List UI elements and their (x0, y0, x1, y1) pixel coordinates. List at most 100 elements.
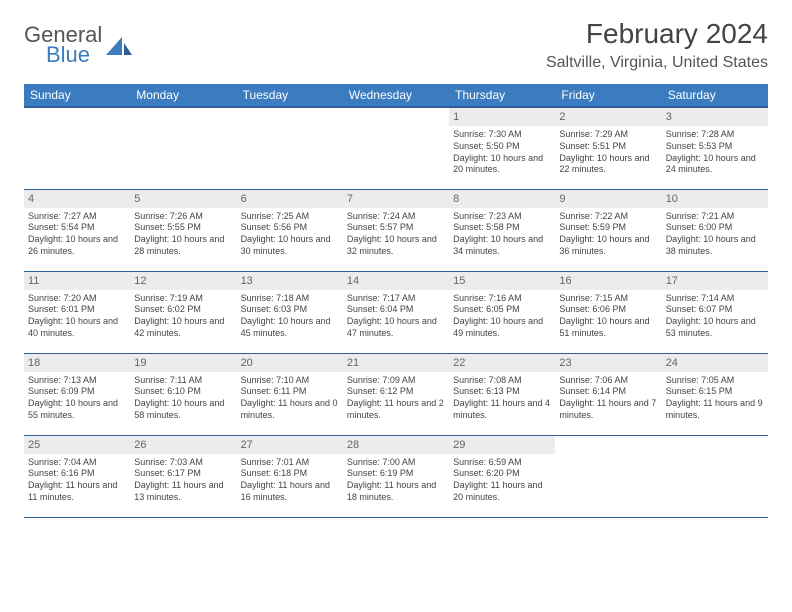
calendar-day-cell (555, 435, 661, 517)
header: General Blue February 2024 Saltville, Vi… (24, 18, 768, 72)
daylight-line: Daylight: 11 hours and 13 minutes. (134, 480, 232, 503)
calendar-day-cell: 23Sunrise: 7:06 AMSunset: 6:14 PMDayligh… (555, 353, 661, 435)
calendar-day-cell: 2Sunrise: 7:29 AMSunset: 5:51 PMDaylight… (555, 107, 661, 189)
sunset-line: Sunset: 6:07 PM (666, 304, 764, 316)
day-number: 18 (24, 354, 130, 372)
sunrise-line: Sunrise: 7:29 AM (559, 129, 657, 141)
day-number: 10 (662, 190, 768, 208)
calendar-day-cell: 9Sunrise: 7:22 AMSunset: 5:59 PMDaylight… (555, 189, 661, 271)
calendar-day-cell: 5Sunrise: 7:26 AMSunset: 5:55 PMDaylight… (130, 189, 236, 271)
calendar-day-cell: 22Sunrise: 7:08 AMSunset: 6:13 PMDayligh… (449, 353, 555, 435)
daylight-line: Daylight: 11 hours and 11 minutes. (28, 480, 126, 503)
sunrise-line: Sunrise: 7:21 AM (666, 211, 764, 223)
calendar-day-cell: 29 Sunrise: 6:59 AMSunset: 6:20 PMDayligh… (449, 435, 555, 517)
calendar-week-row: 11Sunrise: 7:20 AMSunset: 6:01 PMDayligh… (24, 271, 768, 353)
calendar-day-cell: 7Sunrise: 7:24 AMSunset: 5:57 PMDaylight… (343, 189, 449, 271)
sunrise-line: Sunrise: 7:11 AM (134, 375, 232, 387)
daylight-line: Daylight: 10 hours and 30 minutes. (241, 234, 339, 257)
calendar-day-cell (662, 435, 768, 517)
sunrise-line: Sunrise: 7:24 AM (347, 211, 445, 223)
daylight-line: Daylight: 11 hours and 9 minutes. (666, 398, 764, 421)
day-number: 11 (24, 272, 130, 290)
sunrise-line: Sunrise: 7:05 AM (666, 375, 764, 387)
sunrise-line: Sunrise: 7:13 AM (28, 375, 126, 387)
sunrise-line: Sunrise: 7:22 AM (559, 211, 657, 223)
calendar-day-cell: 28Sunrise: 7:00 AMSunset: 6:19 PMDayligh… (343, 435, 449, 517)
sunrise-line: Sunrise: 7:28 AM (666, 129, 764, 141)
day-number: 14 (343, 272, 449, 290)
sunrise-line: Sunrise: 7:27 AM (28, 211, 126, 223)
daylight-line: Daylight: 10 hours and 55 minutes. (28, 398, 126, 421)
sunset-line: Sunset: 6:10 PM (134, 386, 232, 398)
day-number: 23 (555, 354, 661, 372)
day-number-empty (343, 108, 449, 126)
calendar-week-row: 25Sunrise: 7:04 AMSunset: 6:16 PMDayligh… (24, 435, 768, 517)
calendar-day-cell: 24Sunrise: 7:05 AMSunset: 6:15 PMDayligh… (662, 353, 768, 435)
sunrise-line: Sunrise: 7:14 AM (666, 293, 764, 305)
sunrise-line: Sunrise: 7:17 AM (347, 293, 445, 305)
calendar-day-cell: 3Sunrise: 7:28 AMSunset: 5:53 PMDaylight… (662, 107, 768, 189)
day-number-empty (237, 108, 343, 126)
daylight-line: Daylight: 10 hours and 47 minutes. (347, 316, 445, 339)
calendar-week-row: 1Sunrise: 7:30 AMSunset: 5:50 PMDaylight… (24, 107, 768, 189)
day-number: 12 (130, 272, 236, 290)
day-number-empty (662, 436, 768, 454)
daylight-line: Daylight: 11 hours and 7 minutes. (559, 398, 657, 421)
sunrise-line: Sunrise: 7:19 AM (134, 293, 232, 305)
day-number: 2 (555, 108, 661, 126)
calendar-day-cell: 10Sunrise: 7:21 AMSunset: 6:00 PMDayligh… (662, 189, 768, 271)
daylight-line: Daylight: 11 hours and 4 minutes. (453, 398, 551, 421)
sunset-line: Sunset: 5:53 PM (666, 141, 764, 153)
day-number: 4 (24, 190, 130, 208)
sunset-line: Sunset: 6:11 PM (241, 386, 339, 398)
calendar-head: SundayMondayTuesdayWednesdayThursdayFrid… (24, 84, 768, 107)
sunrise-line: Sunrise: 7:15 AM (559, 293, 657, 305)
sunrise-line: Sunrise: 6:59 AM (453, 457, 551, 469)
day-number: 13 (237, 272, 343, 290)
daylight-line: Daylight: 11 hours and 0 minutes. (241, 398, 339, 421)
daylight-line: Daylight: 11 hours and 20 minutes. (453, 480, 551, 503)
weekday-header: Thursday (449, 84, 555, 107)
location: Saltville, Virginia, United States (546, 54, 768, 72)
daylight-line: Daylight: 10 hours and 40 minutes. (28, 316, 126, 339)
weekday-header: Friday (555, 84, 661, 107)
day-number: 29 (449, 436, 555, 454)
calendar-day-cell: 26Sunrise: 7:03 AMSunset: 6:17 PMDayligh… (130, 435, 236, 517)
month-title: February 2024 (546, 18, 768, 50)
weekday-header: Tuesday (237, 84, 343, 107)
calendar-day-cell: 1Sunrise: 7:30 AMSunset: 5:50 PMDaylight… (449, 107, 555, 189)
sunrise-line: Sunrise: 7:04 AM (28, 457, 126, 469)
day-number: 5 (130, 190, 236, 208)
day-number: 24 (662, 354, 768, 372)
daylight-line: Daylight: 10 hours and 28 minutes. (134, 234, 232, 257)
sunset-line: Sunset: 6:01 PM (28, 304, 126, 316)
daylight-line: Daylight: 10 hours and 42 minutes. (134, 316, 232, 339)
sunrise-line: Sunrise: 7:10 AM (241, 375, 339, 387)
daylight-line: Daylight: 10 hours and 26 minutes. (28, 234, 126, 257)
daylight-line: Daylight: 10 hours and 51 minutes. (559, 316, 657, 339)
logo: General Blue (24, 18, 132, 66)
calendar-day-cell: 4Sunrise: 7:27 AMSunset: 5:54 PMDaylight… (24, 189, 130, 271)
day-number-empty (555, 436, 661, 454)
sunset-line: Sunset: 6:20 PM (453, 468, 551, 480)
sunset-line: Sunset: 6:16 PM (28, 468, 126, 480)
day-number: 3 (662, 108, 768, 126)
daylight-line: Daylight: 10 hours and 36 minutes. (559, 234, 657, 257)
logo-text-block: General Blue (24, 24, 102, 66)
sunrise-line: Sunrise: 7:18 AM (241, 293, 339, 305)
day-number-empty (24, 108, 130, 126)
sunrise-line: Sunrise: 7:23 AM (453, 211, 551, 223)
day-number: 17 (662, 272, 768, 290)
day-number-empty (130, 108, 236, 126)
sunrise-line: Sunrise: 7:01 AM (241, 457, 339, 469)
daylight-line: Daylight: 10 hours and 49 minutes. (453, 316, 551, 339)
day-number: 8 (449, 190, 555, 208)
sunset-line: Sunset: 6:04 PM (347, 304, 445, 316)
calendar-day-cell: 6Sunrise: 7:25 AMSunset: 5:56 PMDaylight… (237, 189, 343, 271)
day-number: 26 (130, 436, 236, 454)
daylight-line: Daylight: 10 hours and 53 minutes. (666, 316, 764, 339)
calendar-day-cell: 25Sunrise: 7:04 AMSunset: 6:16 PMDayligh… (24, 435, 130, 517)
calendar-day-cell: 13Sunrise: 7:18 AMSunset: 6:03 PMDayligh… (237, 271, 343, 353)
daylight-line: Daylight: 11 hours and 2 minutes. (347, 398, 445, 421)
calendar-day-cell: 20Sunrise: 7:10 AMSunset: 6:11 PMDayligh… (237, 353, 343, 435)
